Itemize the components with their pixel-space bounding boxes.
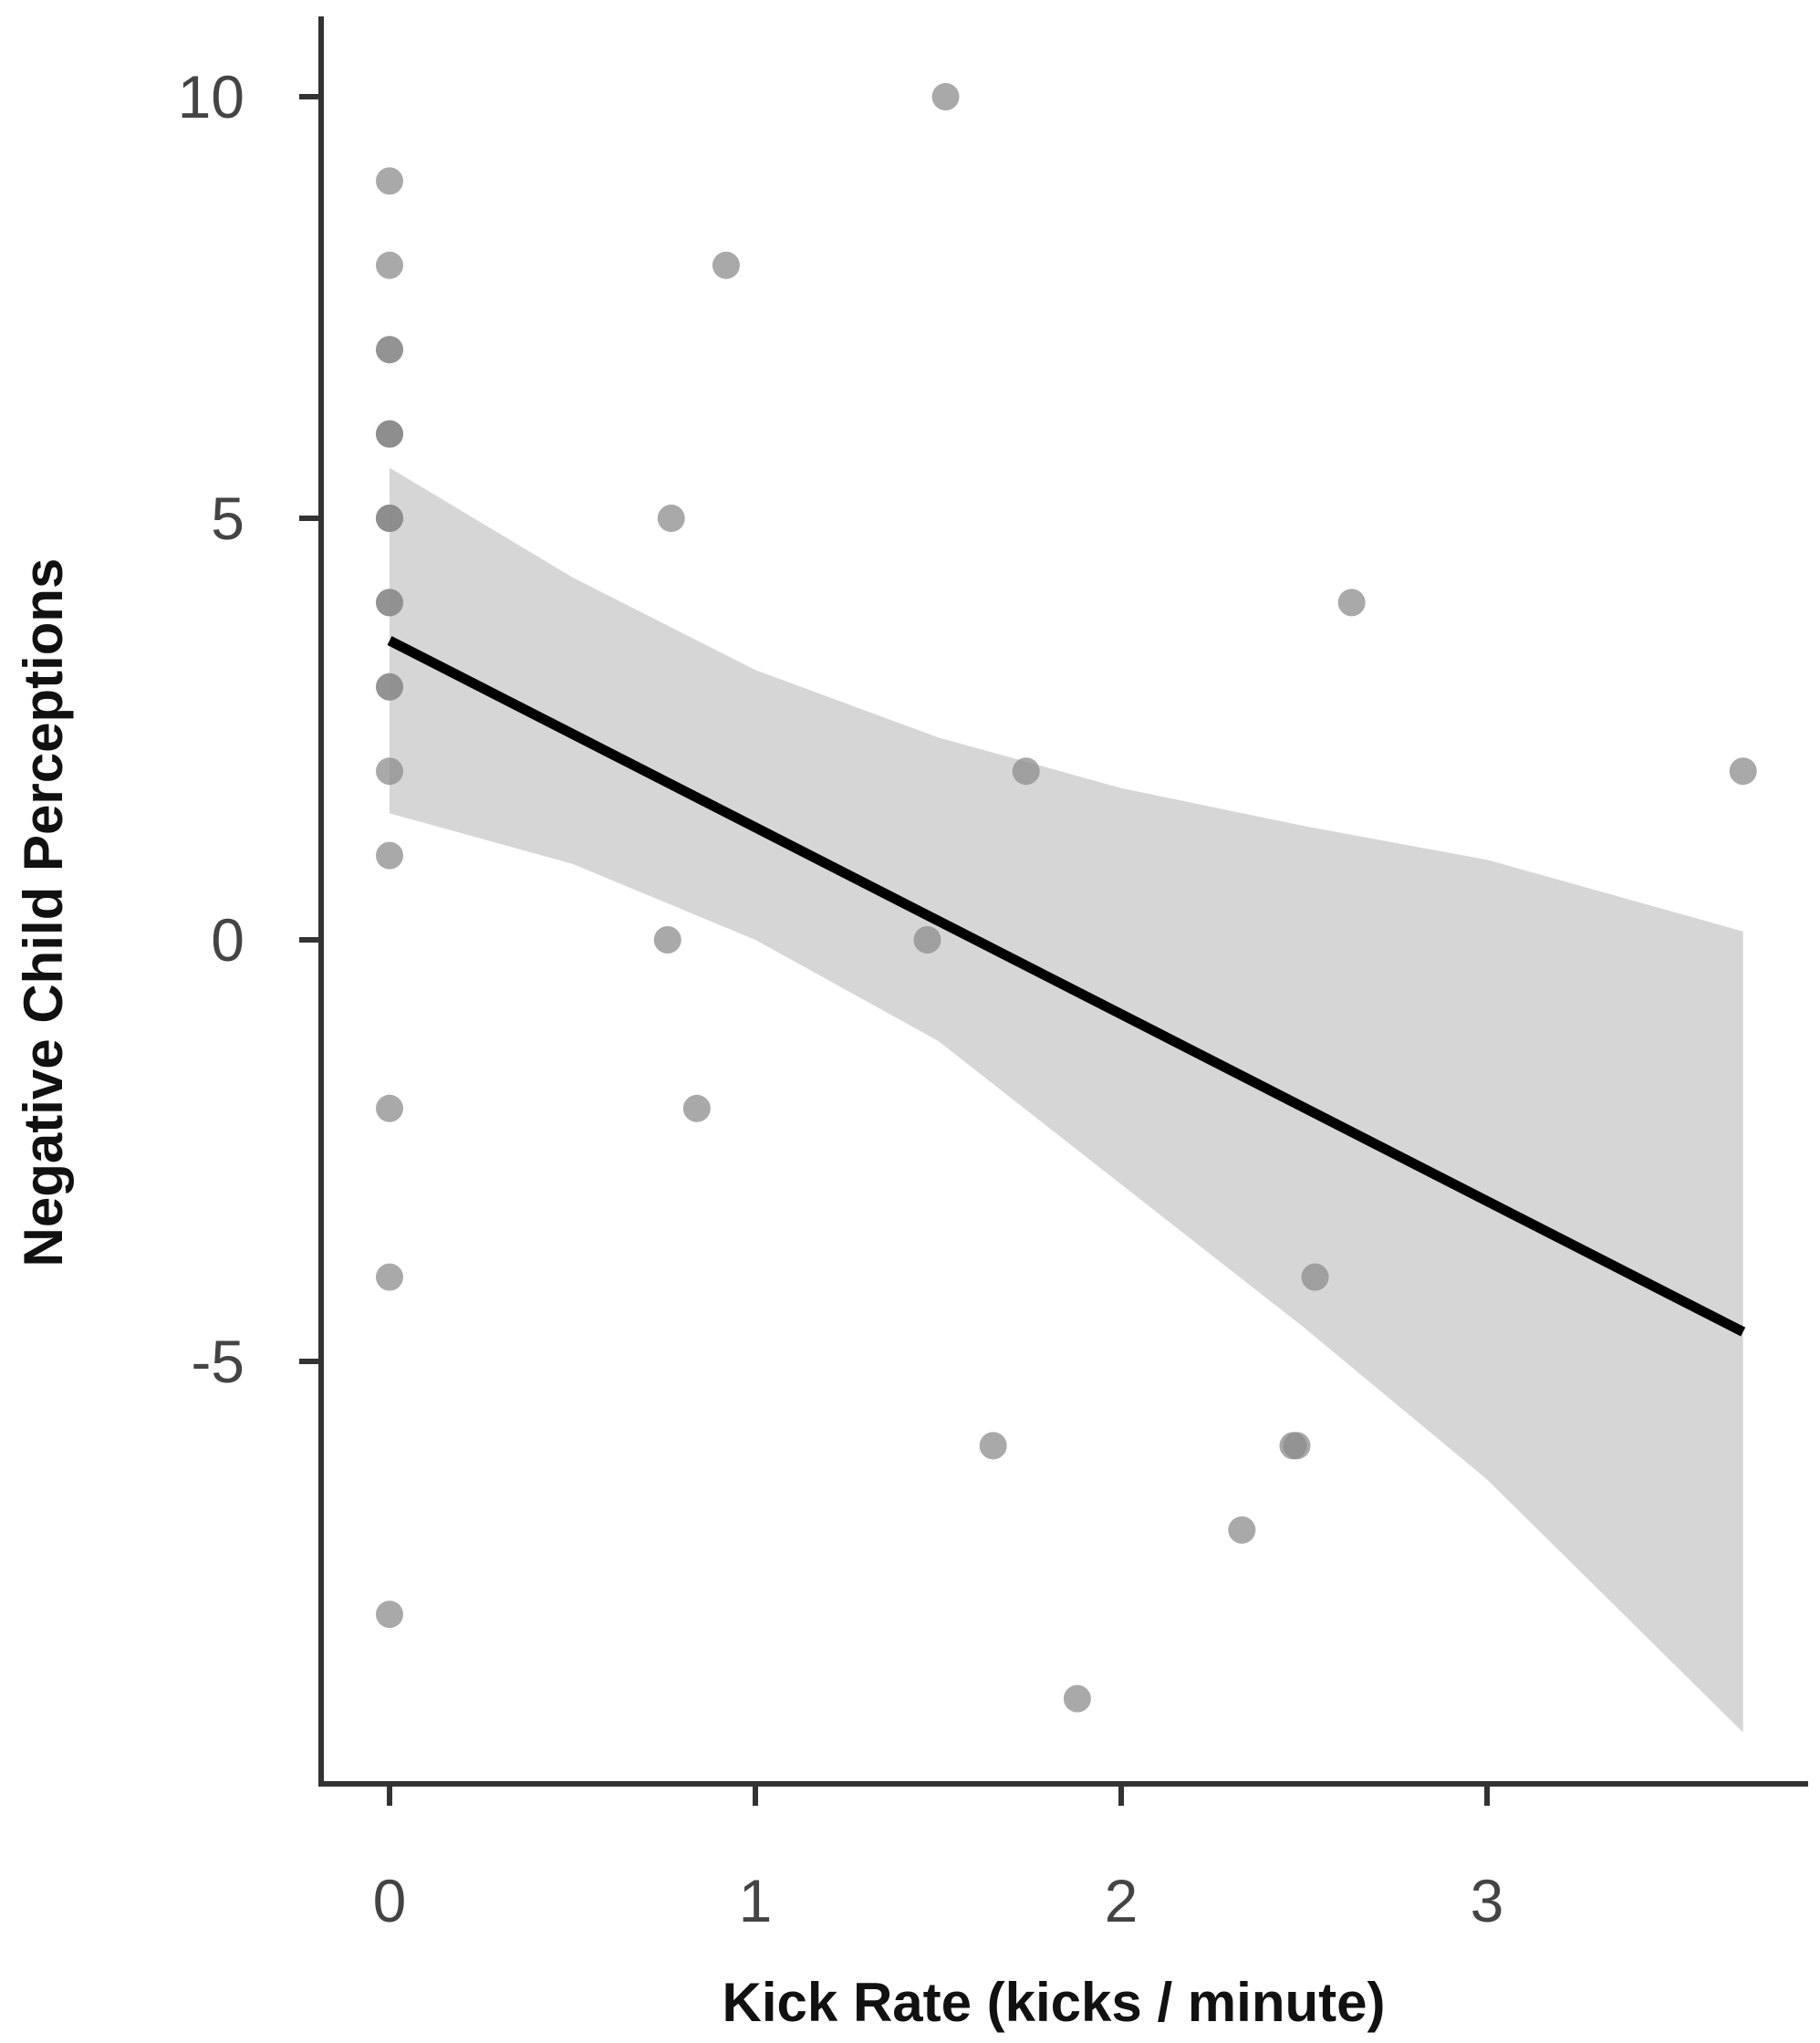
axes-layer <box>318 16 1808 1787</box>
data-point <box>1301 1263 1329 1291</box>
data-point <box>376 841 403 870</box>
regression-line <box>387 636 1746 1337</box>
data-points-layer <box>376 83 1757 1713</box>
x-tick-label: 2 <box>1105 1867 1139 1934</box>
data-point <box>682 1094 711 1122</box>
data-point <box>979 1432 1007 1460</box>
confidence-band-layer <box>390 467 1743 1733</box>
data-point <box>1063 1684 1091 1713</box>
x-tick-label: 1 <box>739 1867 773 1934</box>
data-point <box>913 926 941 954</box>
data-point <box>376 251 403 279</box>
data-point <box>1228 1516 1256 1544</box>
data-point <box>376 167 403 195</box>
confidence-band <box>390 467 1743 1733</box>
data-point <box>1012 757 1040 786</box>
y-tick-label: 5 <box>211 485 244 552</box>
data-point <box>712 251 740 279</box>
data-point <box>376 672 403 701</box>
data-point <box>376 336 403 364</box>
data-point <box>376 757 403 786</box>
data-point <box>376 1263 403 1291</box>
data-point <box>1729 757 1757 786</box>
data-point <box>376 505 403 532</box>
data-point <box>657 505 685 532</box>
ticks-layer: 0 1 2 3 -5 0 5 10 <box>178 63 1504 1934</box>
data-point <box>1283 1432 1311 1460</box>
regression-line-layer <box>387 636 1746 1337</box>
y-tick-label: 10 <box>178 63 244 130</box>
y-tick-label: -5 <box>191 1328 244 1395</box>
data-point <box>376 420 403 448</box>
data-point <box>1337 589 1366 617</box>
data-point <box>376 1600 403 1629</box>
data-point <box>931 83 960 110</box>
x-tick-label: 3 <box>1471 1867 1504 1934</box>
data-point <box>376 589 403 617</box>
y-axis-title: Negative Child Perceptions <box>13 558 74 1267</box>
data-point <box>653 926 681 954</box>
data-point <box>376 1094 403 1122</box>
x-tick-label: 0 <box>373 1867 407 1934</box>
y-tick-label: 0 <box>211 906 244 974</box>
x-axis-title: Kick Rate (kicks / minute) <box>723 1972 1386 2033</box>
